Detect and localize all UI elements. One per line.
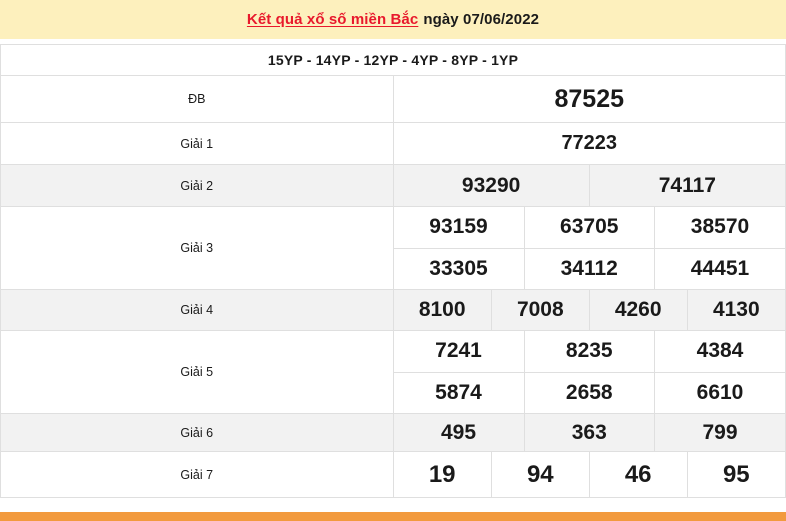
table-row: Giải 2 93290 74117 [0,164,786,207]
prize-value-db: 87525 [392,75,786,123]
prize-cell-g6: 495 363 799 [392,413,786,452]
prize-value: 63705 [524,207,655,249]
prize-cell-g3: 93159 63705 38570 33305 34112 44451 [392,206,786,290]
prize-value: 6610 [696,380,744,404]
prize-label-g2: Giải 2 [0,164,394,207]
prize-value: 4260 [589,290,688,330]
prize-value: 34112 [524,248,655,289]
prize-label-g5: Giải 5 [0,330,394,414]
prize-value: 363 [524,414,655,451]
prize-value: 38570 [654,207,785,249]
table-row: Giải 4 8100 7008 4260 4130 [0,289,786,331]
prize-value: 33305 [393,248,525,289]
prize-value-g1: 77223 [392,122,786,165]
results-table-wrapper: 15YP - 14YP - 12YP - 4YP - 8YP - 1YP ĐB … [0,44,786,498]
prize-cell-g7: 19 94 46 95 [392,451,786,498]
prize-grid-g5: 7241 8235 4384 5874 2658 6610 [393,331,785,413]
prize-cell-g4: 8100 7008 4260 4130 [392,289,786,331]
prize-value: 74117 [658,173,716,197]
subheader-row: 15YP - 14YP - 12YP - 4YP - 8YP - 1YP [0,44,786,76]
table-row: Giải 1 77223 [0,122,786,165]
table-row: Giải 6 495 363 799 [0,413,786,452]
prize-value: 46 [589,452,688,497]
prize-value: 93290 [393,165,590,206]
prize-value: 2658 [524,372,655,413]
prize-label-g4: Giải 4 [0,289,394,331]
prize-label-g3: Giải 3 [0,206,394,290]
prize-grid-g6: 495 363 799 [393,414,786,451]
prize-grid-g4: 8100 7008 4260 4130 [393,290,786,330]
prize-value: 93159 [393,207,525,249]
table-row: Giải 3 93159 63705 38570 33305 [0,206,786,290]
results-table-body: 15YP - 14YP - 12YP - 4YP - 8YP - 1YP ĐB … [0,44,786,498]
prize-cell-g5: 7241 8235 4384 5874 2658 6610 [392,330,786,414]
prize-value: 495 [393,414,525,451]
prize-grid-g7: 19 94 46 95 [393,452,786,497]
prize-value: 7008 [491,290,590,330]
prize-value: 799 [702,420,738,444]
prize-value: 4130 [712,298,760,321]
page-title: Kết quả xổ số miền Bắc [246,11,419,28]
prize-label-g7: Giải 7 [0,451,394,498]
prize-label-g1: Giải 1 [0,122,394,165]
prize-value: 4384 [654,331,785,373]
footer-bar [0,512,786,521]
prize-value: 8100 [393,290,492,330]
prize-value: 44451 [690,256,750,280]
prize-value: 95 [722,460,750,488]
prize-grid-g2: 93290 74117 [393,165,786,206]
prize-cell-g2: 93290 74117 [392,164,786,207]
result-date: ngày 07/06/2022 [423,11,540,28]
prize-value: 8235 [524,331,655,373]
prize-value: 94 [491,452,590,497]
table-row: ĐB 87525 [0,75,786,123]
prize-value: 7241 [393,331,525,373]
prize-label-g6: Giải 6 [0,413,394,452]
page-header-bar: Kết quả xổ số miền Bắc ngày 07/06/2022 [0,0,786,39]
table-row: Giải 5 7241 8235 4384 5874 [0,330,786,414]
prize-value: 19 [393,452,492,497]
province-code-list: 15YP - 14YP - 12YP - 4YP - 8YP - 1YP [0,44,786,76]
prize-grid-g3: 93159 63705 38570 33305 34112 44451 [393,207,785,289]
prize-label-db: ĐB [0,75,394,123]
lottery-results-table: 15YP - 14YP - 12YP - 4YP - 8YP - 1YP ĐB … [0,44,786,498]
table-row: Giải 7 19 94 46 95 [0,451,786,498]
prize-value: 5874 [393,372,525,413]
